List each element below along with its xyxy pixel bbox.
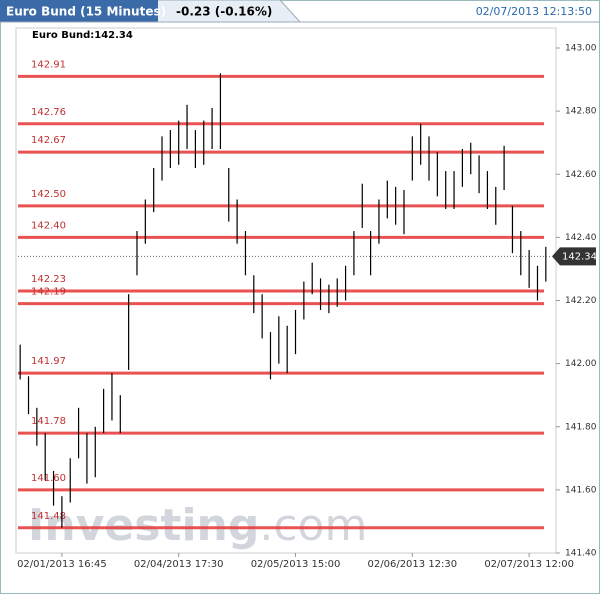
header-title: Euro Bund (15 Minutes) xyxy=(6,5,166,19)
legend: Euro Bund:142.34 xyxy=(32,30,133,41)
level-label: 141.97 xyxy=(31,356,66,367)
x-tick-label: 02/05/2013 15:00 xyxy=(251,559,341,570)
x-tick-label: 02/01/2013 16:45 xyxy=(17,559,107,570)
y-tick-label: 141.60 xyxy=(565,485,597,495)
y-tick-label: 142.60 xyxy=(565,170,597,180)
level-label: 141.60 xyxy=(31,473,66,484)
x-tick-label: 02/06/2013 12:30 xyxy=(368,559,458,570)
plot-area xyxy=(15,27,557,554)
level-label: 141.48 xyxy=(31,511,66,522)
watermark-part: .com xyxy=(259,500,367,551)
level-label: 142.40 xyxy=(31,220,66,231)
last-price-label: 142.34 xyxy=(562,251,597,262)
y-tick-label: 141.80 xyxy=(565,422,597,432)
watermark-part: Investing xyxy=(28,500,259,551)
level-label: 142.91 xyxy=(31,59,66,70)
x-tick-label: 02/07/2013 12:00 xyxy=(484,559,574,570)
level-label: 142.76 xyxy=(31,107,66,118)
y-tick-label: 142.20 xyxy=(565,296,597,306)
y-tick-label: 142.00 xyxy=(565,359,597,369)
y-tick-label: 142.40 xyxy=(565,233,597,243)
x-tick-label: 02/04/2013 17:30 xyxy=(134,559,224,570)
header-change: -0.23 (-0.16%) xyxy=(176,5,272,19)
watermark: Investing.com xyxy=(28,500,367,551)
level-label: 142.23 xyxy=(31,274,66,285)
level-label: 142.67 xyxy=(31,135,66,146)
level-label: 142.19 xyxy=(31,287,66,298)
y-tick-label: 141.40 xyxy=(565,549,597,559)
level-label: 142.50 xyxy=(31,189,66,200)
y-tick-label: 142.80 xyxy=(565,107,597,117)
level-label: 141.78 xyxy=(31,416,66,427)
last-price-tag xyxy=(552,247,596,266)
plot: Investing.com 141.40 141.60 141.80 142.00 142… xyxy=(17,44,597,571)
header-timestamp: 02/07/2013 12:13:50 xyxy=(476,5,592,18)
y-tick-label: 143.00 xyxy=(565,44,597,54)
title-tab xyxy=(0,0,158,22)
